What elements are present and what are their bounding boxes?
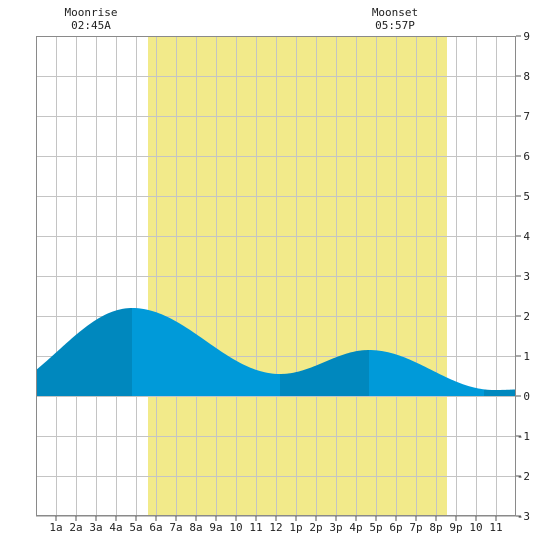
x-tick-label: 4a — [109, 521, 122, 534]
x-tick-label: 11 — [249, 521, 262, 534]
tide-series — [36, 308, 516, 396]
y-tick-label: 1 — [523, 350, 530, 363]
x-tick-label: 7a — [169, 521, 182, 534]
x-tick-label: 9p — [449, 521, 462, 534]
annotation-title: Moonrise — [65, 6, 118, 19]
frame-border — [36, 36, 516, 516]
y-tick-label: 5 — [523, 190, 530, 203]
y-tick-label: 6 — [523, 150, 530, 163]
x-tick-label: 8p — [429, 521, 442, 534]
tide-band — [484, 389, 516, 396]
x-tick-label: 3a — [89, 521, 102, 534]
y-tick-label: 7 — [523, 110, 530, 123]
x-tick-label: 6a — [149, 521, 162, 534]
y-tick-label: -3 — [517, 510, 530, 523]
y-tick-label: 2 — [523, 310, 530, 323]
plot-frame — [36, 36, 516, 516]
grid — [36, 36, 516, 517]
x-tick-label: 2p — [309, 521, 322, 534]
y-tick-label: 8 — [523, 70, 530, 83]
x-tick-label: 5p — [369, 521, 382, 534]
tide-band — [132, 308, 280, 396]
x-tick-label: 7p — [409, 521, 422, 534]
x-tick-label: 2a — [69, 521, 82, 534]
y-tick-label: 0 — [523, 390, 530, 403]
x-tick-label: 10 — [469, 521, 482, 534]
x-tick-label: 6p — [389, 521, 402, 534]
y-axis: -3 -2 -1 0 1 2 3 4 5 6 7 8 9 — [516, 30, 530, 523]
x-tick-label: 1a — [49, 521, 62, 534]
x-tick-label: 3p — [329, 521, 342, 534]
x-axis: 1a 2a 3a 4a 5a 6a 7a 8a 9a 10 11 12 1p 2p 3p 4p 5p 6p 7p 8p… — [49, 516, 503, 534]
tide-band — [36, 308, 132, 396]
annotation-time: 05:57P — [375, 19, 415, 32]
x-tick-label: 5a — [129, 521, 142, 534]
annotation-title: Moonset — [372, 6, 418, 19]
x-tick-label: 4p — [349, 521, 362, 534]
annotation-time: 02:45A — [71, 19, 111, 32]
x-tick-label: 10 — [229, 521, 242, 534]
x-tick-label: 1p — [289, 521, 302, 534]
x-tick-label: 9a — [209, 521, 222, 534]
x-tick-label: 8a — [189, 521, 202, 534]
tide-band — [369, 350, 484, 396]
y-tick-label: -1 — [517, 430, 530, 443]
tide-band — [280, 350, 369, 396]
y-tick-label: 4 — [523, 230, 530, 243]
x-tick-label: 12 — [269, 521, 282, 534]
y-tick-label: 9 — [523, 30, 530, 43]
y-tick-label: -2 — [517, 470, 530, 483]
x-tick-label: 11 — [489, 521, 502, 534]
y-tick-label: 3 — [523, 270, 530, 283]
